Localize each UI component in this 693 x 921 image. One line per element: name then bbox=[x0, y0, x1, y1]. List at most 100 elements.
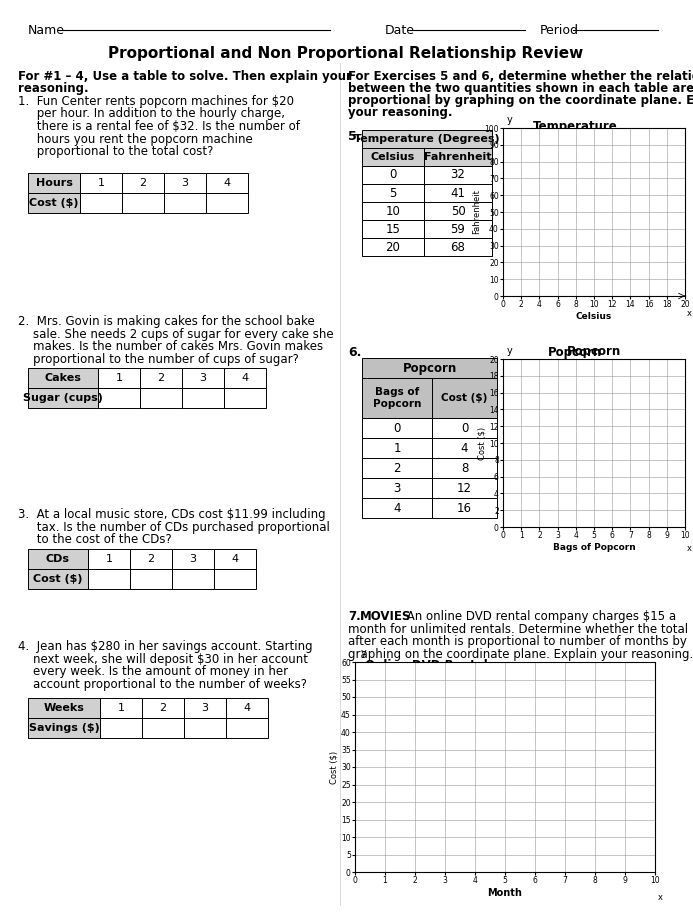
Text: graphing on the coordinate plane. Explain your reasoning.: graphing on the coordinate plane. Explai… bbox=[348, 647, 693, 660]
Text: 20: 20 bbox=[385, 240, 401, 253]
Bar bbox=[140, 388, 182, 408]
Text: 2: 2 bbox=[148, 554, 155, 564]
Bar bbox=[424, 184, 492, 202]
Bar bbox=[362, 478, 432, 498]
Text: 4: 4 bbox=[223, 178, 231, 188]
Bar bbox=[424, 220, 492, 238]
Text: Hours: Hours bbox=[35, 178, 73, 188]
Y-axis label: Cost ($): Cost ($) bbox=[477, 426, 486, 460]
Text: proportional by graphing on the coordinate plane. Explain: proportional by graphing on the coordina… bbox=[348, 94, 693, 107]
Text: 3.  At a local music store, CDs cost $11.99 including: 3. At a local music store, CDs cost $11.… bbox=[18, 508, 326, 521]
Text: Popcorn: Popcorn bbox=[403, 362, 457, 375]
Text: after each month is proportional to number of months by: after each month is proportional to numb… bbox=[348, 635, 687, 648]
Bar bbox=[28, 549, 88, 569]
Text: month for unlimited rentals. Determine whether the total paid: month for unlimited rentals. Determine w… bbox=[348, 623, 693, 635]
Text: 2: 2 bbox=[157, 373, 164, 383]
Text: Cost ($): Cost ($) bbox=[33, 574, 82, 584]
Bar bbox=[80, 173, 122, 193]
Bar bbox=[182, 368, 224, 388]
Bar bbox=[164, 173, 206, 193]
Bar bbox=[362, 130, 492, 148]
Text: per hour. In addition to the hourly charge,: per hour. In addition to the hourly char… bbox=[18, 108, 285, 121]
Bar bbox=[206, 193, 248, 213]
Bar bbox=[28, 193, 80, 213]
Text: Celsius: Celsius bbox=[371, 152, 415, 162]
Text: MOVIES: MOVIES bbox=[360, 610, 412, 623]
Bar bbox=[214, 569, 256, 589]
Text: 32: 32 bbox=[450, 169, 466, 181]
Text: CDs: CDs bbox=[46, 554, 70, 564]
Bar bbox=[28, 388, 98, 408]
Bar bbox=[424, 238, 492, 256]
Bar bbox=[28, 698, 100, 718]
Bar bbox=[224, 368, 266, 388]
Text: next week, she will deposit $30 in her account: next week, she will deposit $30 in her a… bbox=[18, 652, 308, 666]
Y-axis label: Fahrenheit: Fahrenheit bbox=[473, 190, 482, 235]
Bar bbox=[226, 718, 268, 738]
Bar bbox=[28, 368, 98, 388]
Bar bbox=[100, 698, 142, 718]
Bar bbox=[226, 698, 268, 718]
Text: 1: 1 bbox=[105, 554, 112, 564]
Text: 2: 2 bbox=[393, 461, 401, 474]
Bar bbox=[362, 438, 432, 458]
Text: 4: 4 bbox=[231, 554, 238, 564]
Text: 3: 3 bbox=[189, 554, 197, 564]
Bar bbox=[88, 549, 130, 569]
Text: y: y bbox=[361, 647, 367, 658]
Bar bbox=[122, 193, 164, 213]
Text: Savings ($): Savings ($) bbox=[28, 723, 99, 733]
Bar bbox=[100, 718, 142, 738]
Bar bbox=[206, 173, 248, 193]
Text: For #1 – 4, Use a table to solve. Then explain your: For #1 – 4, Use a table to solve. Then e… bbox=[18, 70, 352, 83]
Text: 5.: 5. bbox=[348, 130, 362, 143]
Bar bbox=[432, 498, 497, 518]
Bar bbox=[424, 166, 492, 184]
Text: proportional to the total cost?: proportional to the total cost? bbox=[18, 145, 213, 158]
Text: 8: 8 bbox=[461, 461, 468, 474]
Bar bbox=[98, 388, 140, 408]
Bar bbox=[362, 418, 432, 438]
Text: Temperature (Degrees): Temperature (Degrees) bbox=[354, 134, 500, 144]
Bar bbox=[28, 718, 100, 738]
Text: reasoning.: reasoning. bbox=[18, 82, 89, 95]
Y-axis label: Cost ($): Cost ($) bbox=[329, 751, 338, 784]
Bar bbox=[164, 193, 206, 213]
Bar bbox=[362, 184, 424, 202]
Bar bbox=[362, 358, 497, 378]
Text: Temperature: Temperature bbox=[533, 120, 617, 133]
Text: every week. Is the amount of money in her: every week. Is the amount of money in he… bbox=[18, 665, 288, 678]
Text: 3: 3 bbox=[200, 373, 207, 383]
Text: 5: 5 bbox=[389, 186, 396, 200]
Text: 0: 0 bbox=[461, 422, 468, 435]
Text: For Exercises 5 and 6, determine whether the relationship: For Exercises 5 and 6, determine whether… bbox=[348, 70, 693, 83]
Text: 15: 15 bbox=[385, 223, 401, 236]
Text: 3: 3 bbox=[394, 482, 401, 495]
Text: Weeks: Weeks bbox=[44, 703, 85, 713]
Text: 4: 4 bbox=[243, 703, 251, 713]
Text: Proportional and Non Proportional Relationship Review: Proportional and Non Proportional Relati… bbox=[108, 46, 584, 61]
Bar bbox=[432, 458, 497, 478]
Text: 12: 12 bbox=[457, 482, 472, 495]
Text: 4: 4 bbox=[461, 441, 468, 454]
Text: 16: 16 bbox=[457, 502, 472, 515]
Bar bbox=[122, 173, 164, 193]
Bar bbox=[130, 569, 172, 589]
Bar bbox=[362, 238, 424, 256]
Text: y: y bbox=[507, 345, 512, 356]
X-axis label: Bags of Popcorn: Bags of Popcorn bbox=[552, 543, 635, 552]
Bar bbox=[432, 478, 497, 498]
Text: 6.: 6. bbox=[348, 346, 361, 359]
Text: 2: 2 bbox=[159, 703, 166, 713]
X-axis label: Month: Month bbox=[488, 888, 523, 898]
Bar bbox=[362, 378, 432, 418]
Bar bbox=[140, 368, 182, 388]
Bar bbox=[424, 148, 492, 166]
Text: 10: 10 bbox=[385, 204, 401, 217]
Text: 3: 3 bbox=[182, 178, 188, 188]
Text: y: y bbox=[507, 114, 512, 124]
Text: 41: 41 bbox=[450, 186, 466, 200]
X-axis label: Celsius: Celsius bbox=[576, 312, 612, 321]
Bar bbox=[362, 458, 432, 478]
Text: 2.  Mrs. Govin is making cakes for the school bake: 2. Mrs. Govin is making cakes for the sc… bbox=[18, 315, 315, 328]
